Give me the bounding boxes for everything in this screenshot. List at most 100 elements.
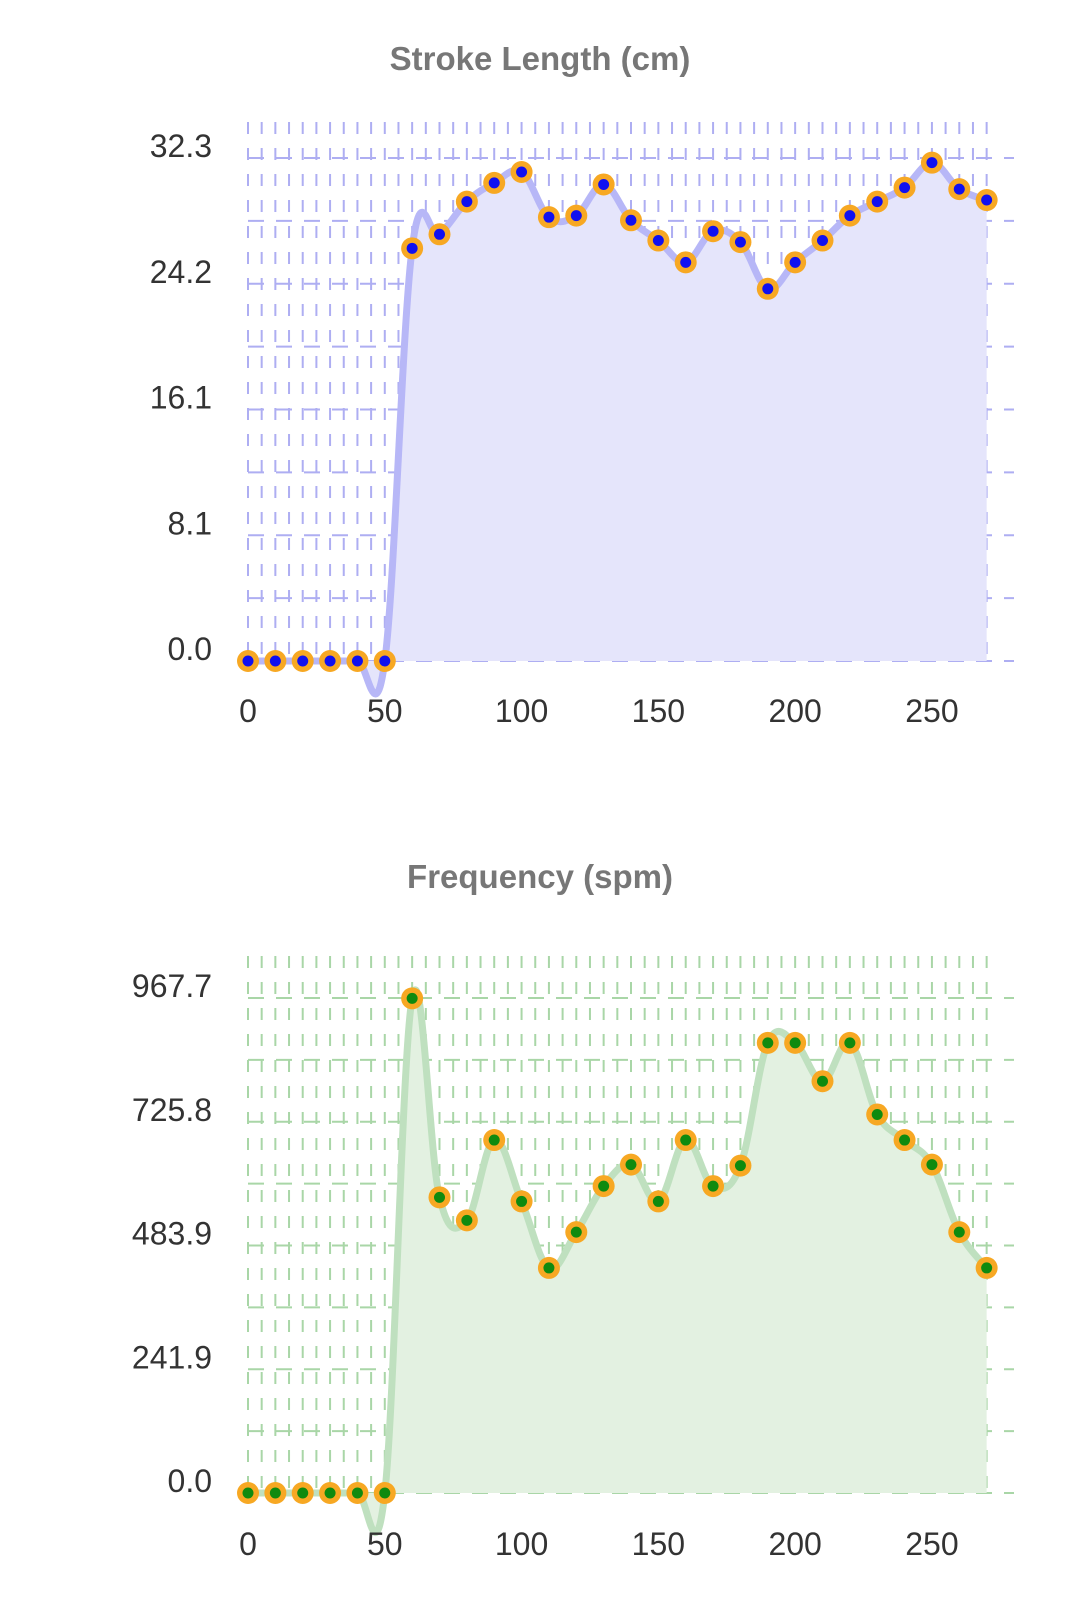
data-point[interactable] (702, 220, 725, 243)
data-point[interactable] (373, 1482, 396, 1504)
data-point[interactable] (729, 1154, 752, 1177)
data-point[interactable] (291, 1482, 314, 1504)
data-point-dot (488, 177, 500, 189)
data-point[interactable] (483, 1129, 506, 1152)
data-point[interactable] (455, 1209, 478, 1232)
data-point[interactable] (237, 1482, 259, 1504)
y-tick-label: 241.9 (132, 1339, 212, 1375)
data-point[interactable] (756, 277, 779, 300)
data-point-dot (899, 182, 911, 194)
data-point-dot (899, 1134, 911, 1146)
data-point[interactable] (537, 206, 560, 229)
data-point[interactable] (647, 1190, 670, 1213)
data-point[interactable] (237, 650, 259, 672)
data-point-dot (926, 157, 938, 169)
data-point-dot (844, 1037, 856, 1049)
data-point[interactable] (428, 1186, 451, 1209)
data-point-dot (625, 214, 637, 226)
data-point[interactable] (920, 151, 943, 174)
data-point-dot (707, 1180, 719, 1192)
data-point[interactable] (510, 1190, 533, 1213)
y-tick-label: 0.0 (168, 631, 212, 667)
data-point[interactable] (428, 223, 451, 246)
data-point-dot (625, 1159, 637, 1171)
data-point[interactable] (866, 190, 889, 213)
data-point[interactable] (756, 1031, 779, 1054)
data-point[interactable] (592, 1175, 615, 1198)
data-point-dot (652, 235, 664, 247)
data-point-dot (844, 210, 856, 222)
y-tick-label: 483.9 (132, 1216, 212, 1252)
data-point-dot (953, 1226, 965, 1238)
data-point[interactable] (893, 1129, 916, 1152)
data-point-dot (461, 1214, 473, 1226)
data-point[interactable] (674, 1129, 697, 1152)
data-point-dot (680, 1134, 692, 1146)
x-tick-label: 0 (239, 693, 257, 729)
data-point[interactable] (729, 231, 752, 254)
data-point[interactable] (647, 229, 670, 252)
data-point-dot (461, 196, 473, 208)
x-tick-label: 250 (905, 1526, 958, 1562)
data-point[interactable] (319, 1482, 342, 1504)
data-point[interactable] (702, 1175, 725, 1198)
data-point-dot (406, 242, 418, 254)
data-point-dot (680, 256, 692, 268)
data-point-dot (379, 655, 391, 667)
data-point[interactable] (264, 1482, 287, 1504)
data-point[interactable] (401, 237, 424, 260)
data-point[interactable] (592, 173, 615, 196)
data-point-dot (570, 210, 582, 222)
data-point[interactable] (537, 1256, 560, 1279)
series-area (248, 162, 987, 695)
data-point-dot (871, 196, 883, 208)
chart-title: Frequency (spm) (407, 858, 673, 895)
data-point[interactable] (510, 161, 533, 184)
data-point[interactable] (455, 190, 478, 213)
data-point-dot (297, 655, 309, 667)
data-point[interactable] (893, 176, 916, 199)
data-point-dot (488, 1134, 500, 1146)
data-point[interactable] (920, 1153, 943, 1176)
x-tick-label: 100 (495, 1526, 548, 1562)
data-point[interactable] (346, 650, 369, 672)
data-point-dot (652, 1195, 664, 1207)
data-point[interactable] (565, 1221, 588, 1244)
data-point[interactable] (838, 1031, 861, 1054)
data-point-dot (379, 1487, 391, 1499)
data-point-dot (543, 211, 555, 223)
data-point[interactable] (373, 650, 396, 672)
data-point[interactable] (620, 1153, 642, 1176)
data-point[interactable] (291, 650, 314, 672)
data-point[interactable] (674, 251, 697, 274)
data-point[interactable] (264, 650, 287, 672)
data-point[interactable] (975, 189, 998, 212)
data-point-dot (762, 283, 774, 295)
data-point[interactable] (948, 1221, 971, 1244)
x-tick-label: 150 (632, 1526, 685, 1562)
data-point[interactable] (866, 1103, 889, 1126)
data-point-dot (269, 655, 281, 667)
data-point[interactable] (784, 251, 807, 274)
data-point[interactable] (975, 1256, 998, 1279)
data-point[interactable] (346, 1482, 369, 1504)
data-point[interactable] (319, 650, 342, 672)
data-point-dot (926, 1159, 938, 1171)
data-point[interactable] (948, 178, 971, 201)
data-point-dot (516, 1195, 528, 1207)
data-point[interactable] (565, 204, 588, 227)
y-tick-label: 24.2 (150, 254, 212, 290)
data-point[interactable] (784, 1031, 807, 1054)
data-point-dot (871, 1108, 883, 1120)
data-point[interactable] (811, 1070, 834, 1093)
data-point[interactable] (811, 229, 834, 252)
data-point[interactable] (620, 209, 642, 232)
data-point[interactable] (401, 987, 424, 1010)
data-point[interactable] (838, 204, 861, 227)
data-point-dot (516, 166, 528, 178)
data-point[interactable] (483, 171, 506, 194)
data-point-dot (734, 236, 746, 248)
x-tick-label: 100 (495, 693, 548, 729)
data-point-dot (734, 1160, 746, 1172)
